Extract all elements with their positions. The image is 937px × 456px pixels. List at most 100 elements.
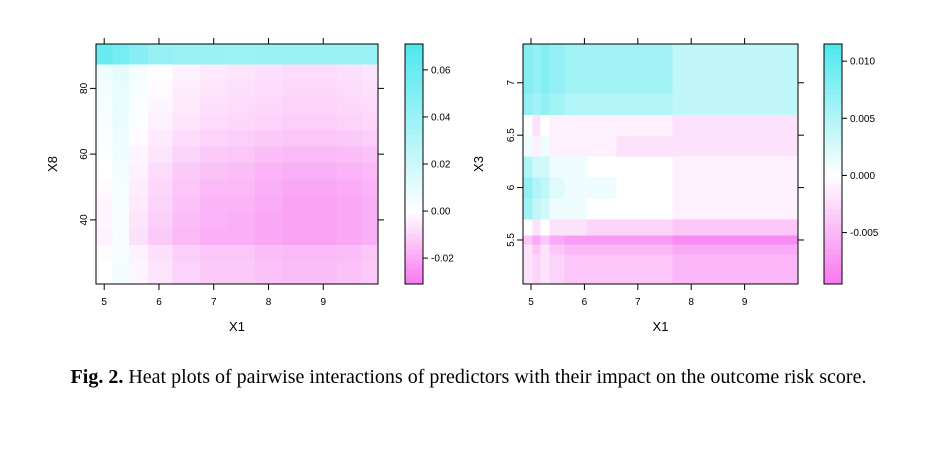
heatmap-cell	[282, 195, 311, 213]
heatmap-cell	[728, 55, 762, 73]
heatmap-cell	[227, 162, 256, 180]
heatmap-cell	[645, 156, 674, 178]
heatmap-cell	[227, 113, 256, 131]
heatmap-cell	[699, 156, 730, 178]
heatmap-cell	[540, 219, 551, 236]
heatmap-cells	[523, 44, 799, 285]
heatmap-cell	[112, 145, 130, 163]
heatmap-cell	[254, 244, 283, 262]
heatmap-cell	[549, 243, 565, 255]
heatmap-cell	[699, 198, 730, 220]
colorbar-swatch	[824, 134, 842, 140]
heatmap-cell	[672, 156, 700, 178]
heatmap-cell	[540, 177, 551, 199]
heatmap-cell	[564, 268, 588, 285]
colorbar: -0.02 0.00 0.02 0.04 0.06	[404, 43, 454, 285]
colorbar-swatch	[405, 234, 423, 240]
colorbar-swatch	[405, 99, 423, 105]
heatmap-cell	[254, 195, 283, 213]
heatmap-cell	[254, 113, 283, 131]
heatmap-cell	[760, 72, 799, 94]
colorbar-swatch	[405, 224, 423, 230]
heatmap-cell	[227, 63, 256, 81]
colorbar-swatch	[824, 224, 842, 230]
colorbar-swatch	[824, 239, 842, 245]
colorbar-swatch	[405, 244, 423, 250]
colorbar-swatch	[824, 214, 842, 220]
y-tick-label: 40	[79, 214, 90, 226]
colorbar-swatch	[824, 89, 842, 95]
heatmap-cell	[672, 177, 700, 199]
heatmap-cell	[172, 178, 201, 196]
heatmap-cell	[760, 156, 799, 178]
heatmap-panel-x1-x8: 5 6 7 8 9 40 60 80 X1 X8 -0.02 0.00 0.02 0.04 0.06	[45, 38, 454, 334]
colorbar-swatch	[405, 239, 423, 245]
colorbar-swatch	[405, 54, 423, 60]
heatmap-cell	[128, 44, 149, 65]
colorbar-swatch	[405, 79, 423, 85]
heatmap-cell	[254, 211, 283, 229]
heatmap-cell	[282, 113, 311, 131]
heatmap-cell	[540, 72, 551, 94]
colorbar-swatch	[405, 149, 423, 155]
heatmap-cell	[361, 162, 379, 180]
heatmap-cell	[616, 268, 647, 285]
heatmap-cell	[616, 135, 647, 157]
colorbar-swatch	[824, 99, 842, 105]
heatmap-cell	[532, 55, 541, 73]
heatmap-cell	[523, 44, 533, 56]
colorbar-swatch	[824, 79, 842, 85]
heatmap-cell	[200, 162, 229, 180]
heatmap-cell	[148, 129, 174, 147]
x-tick-label: 7	[211, 297, 217, 308]
heatmap-cell	[532, 93, 541, 115]
heatmap-cell	[336, 129, 363, 147]
heatmap-cell	[282, 96, 311, 114]
heatmap-cell	[172, 195, 201, 213]
colorbar-tick-label: 0.010	[850, 57, 875, 68]
colorbar-swatch	[824, 219, 842, 225]
y-tick-label: 6	[506, 184, 517, 190]
heatmap-cell	[672, 44, 700, 56]
heatmap-cell	[309, 129, 338, 147]
heatmap-cell	[672, 234, 700, 245]
colorbar-swatch	[405, 74, 423, 80]
heatmap-cell	[336, 63, 363, 81]
heatmap-cell	[587, 177, 618, 199]
colorbar-swatch	[824, 119, 842, 125]
colorbar-swatch	[824, 159, 842, 165]
heatmap-cell	[282, 244, 311, 262]
heatmap-cell	[336, 113, 363, 131]
heatmap-cell	[616, 93, 647, 115]
heatmap-cell	[309, 113, 338, 131]
colorbar-swatch	[824, 194, 842, 200]
heatmap-cell	[254, 129, 283, 147]
colorbar-swatch	[405, 199, 423, 205]
heatmap-cell	[96, 178, 114, 196]
heatmap-cell	[532, 219, 541, 236]
heatmap-cell	[96, 162, 114, 180]
heatmap-cell	[172, 113, 201, 131]
heatmap-cell	[616, 55, 647, 73]
colorbar-tick-label: -0.005	[850, 228, 879, 239]
colorbar-tick-label: 0.000	[850, 171, 875, 182]
heatmap-cell	[523, 234, 533, 245]
heatmap-cell	[112, 129, 130, 147]
heatmap-cell	[200, 211, 229, 229]
colorbar-swatch	[405, 94, 423, 100]
colorbar-swatch	[405, 184, 423, 190]
heatmap-cell	[336, 195, 363, 213]
heatmap-cell	[564, 254, 588, 270]
colorbar-swatch	[824, 154, 842, 160]
x-tick-label: 8	[688, 297, 694, 308]
heatmap-cell	[148, 113, 174, 131]
heatmap-cell	[540, 234, 551, 245]
heatmap-cell	[587, 234, 618, 245]
heatmap-cell	[227, 145, 256, 163]
heatmap-cell	[361, 63, 379, 81]
colorbar-swatch	[405, 189, 423, 195]
heatmap-cell	[309, 244, 338, 262]
heatmap-cell	[549, 177, 565, 199]
heatmap-cell	[645, 55, 674, 73]
heatmap-cell	[336, 260, 363, 285]
